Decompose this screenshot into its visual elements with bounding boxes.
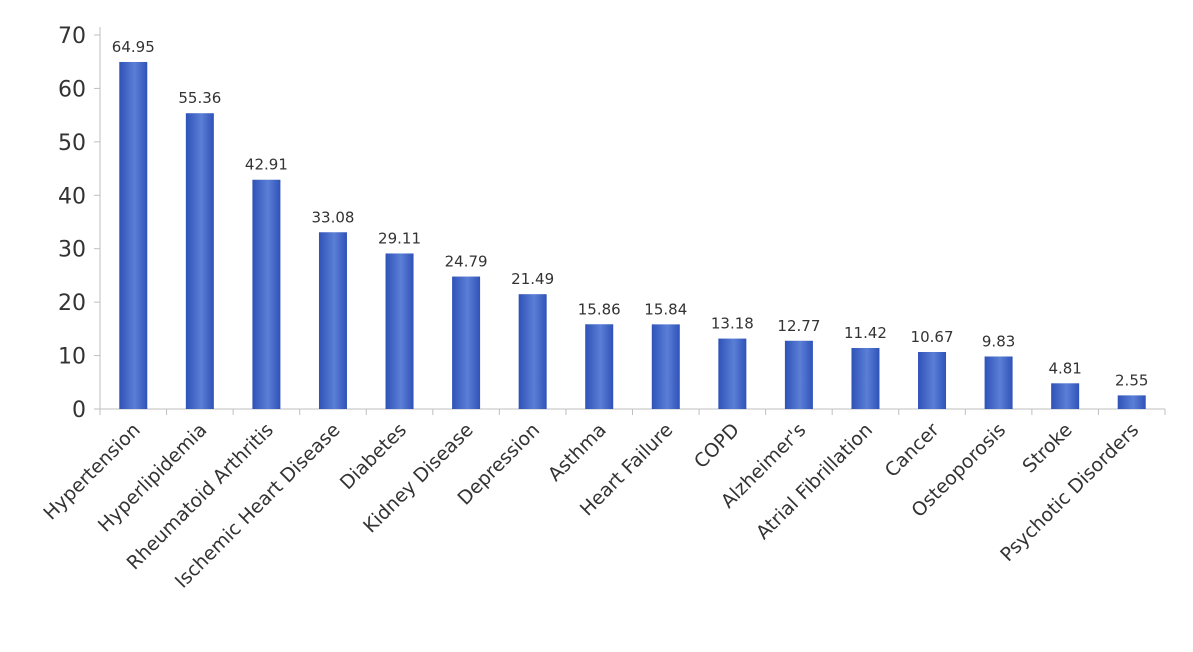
category-label: Atrial Fibrillation <box>752 419 877 544</box>
bar <box>585 324 614 409</box>
y-tick-label: 20 <box>58 291 86 316</box>
category-label: Stroke <box>1018 419 1076 477</box>
y-tick-label: 30 <box>58 238 86 263</box>
bar <box>1051 383 1080 409</box>
bar <box>851 347 880 409</box>
bar <box>518 294 547 409</box>
data-label: 10.67 <box>911 328 954 346</box>
data-label: 21.49 <box>511 270 554 288</box>
bar <box>718 338 747 409</box>
y-tick-label: 70 <box>58 24 86 49</box>
bar <box>784 340 813 409</box>
bar <box>318 232 347 409</box>
data-label: 4.81 <box>1048 359 1081 377</box>
y-axis: 0 10 20 30 40 50 60 70 <box>58 24 101 423</box>
category-label: Cancer <box>881 419 944 482</box>
data-labels: 64.95 55.36 42.91 33.08 29.11 24.79 21.49 15.86… <box>112 38 1149 389</box>
data-label: 11.42 <box>844 324 887 342</box>
bar <box>119 61 148 409</box>
data-label: 55.36 <box>178 89 221 107</box>
bar <box>185 113 214 410</box>
category-label: COPD <box>690 419 744 473</box>
bar <box>918 351 947 409</box>
y-tick-label: 60 <box>58 77 86 102</box>
data-label: 2.55 <box>1115 371 1148 389</box>
bar <box>452 276 481 409</box>
bars <box>119 61 1146 410</box>
y-tick-label: 50 <box>58 131 86 156</box>
data-label: 9.83 <box>982 332 1015 350</box>
y-tick-label: 10 <box>58 345 86 370</box>
data-label: 15.86 <box>578 300 621 318</box>
data-label: 12.77 <box>777 317 820 335</box>
data-label: 15.84 <box>644 300 687 318</box>
data-label: 24.79 <box>445 253 488 271</box>
x-axis <box>99 408 1166 415</box>
data-label: 64.95 <box>112 38 155 56</box>
bar <box>252 179 281 409</box>
category-label: Asthma <box>544 419 611 486</box>
data-label: 13.18 <box>711 315 754 333</box>
bar <box>984 356 1013 409</box>
y-tick-label: 40 <box>58 184 86 209</box>
bar <box>385 253 414 409</box>
bar <box>1117 395 1146 409</box>
data-label: 29.11 <box>378 229 421 247</box>
y-tick-label: 0 <box>72 398 86 423</box>
data-label: 33.08 <box>311 208 354 226</box>
data-label: 42.91 <box>245 156 288 174</box>
bar <box>651 324 680 409</box>
